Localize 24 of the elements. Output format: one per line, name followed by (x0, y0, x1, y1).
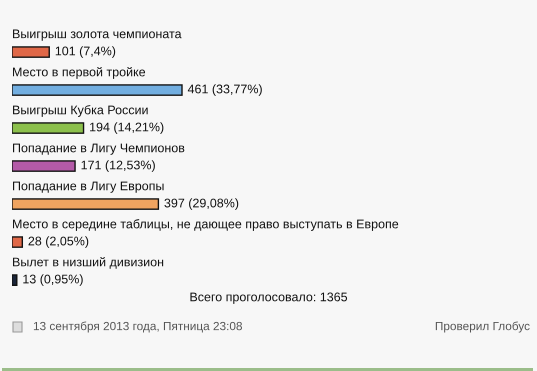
bar (12, 160, 76, 172)
bar (12, 46, 50, 58)
y-tick-label: Выигрыш Кубка России (13, 105, 148, 117)
data-label: 194 (14,21%) (90, 122, 164, 134)
y-tick-label: Место в середине таблицы, не дающее право выступать в Европе (13, 219, 398, 231)
bar (12, 274, 18, 286)
bar (12, 84, 183, 96)
data-label: 461 (33,77%) (188, 84, 262, 96)
bar (12, 122, 84, 134)
data-label: 13 (0,95%) (23, 274, 83, 286)
data-label: 101 (7,4%) (56, 46, 116, 58)
bar (12, 198, 160, 210)
data-label: 28 (2,05%) (28, 236, 88, 248)
y-tick-label: Вылет в низший дивизион (13, 257, 164, 269)
text: 13 сентября 2013 года, Пятница 23:08 (34, 321, 242, 333)
y-tick-label: Место в первой тройке (13, 67, 146, 79)
bar (12, 236, 24, 248)
data-label: 397 (29,08%) (164, 198, 238, 210)
data-label: 171 (12,53%) (82, 160, 155, 172)
text: Проверил Глобус (436, 321, 530, 333)
y-tick-label: Попадание в Лигу Европы (13, 182, 164, 193)
text: Всего проголосовало: 1365 (190, 292, 348, 304)
y-tick-label: Выигрыш золота чемпионата (13, 30, 182, 41)
y-tick-label: Попадание в Лигу Чемпионов (13, 144, 184, 155)
